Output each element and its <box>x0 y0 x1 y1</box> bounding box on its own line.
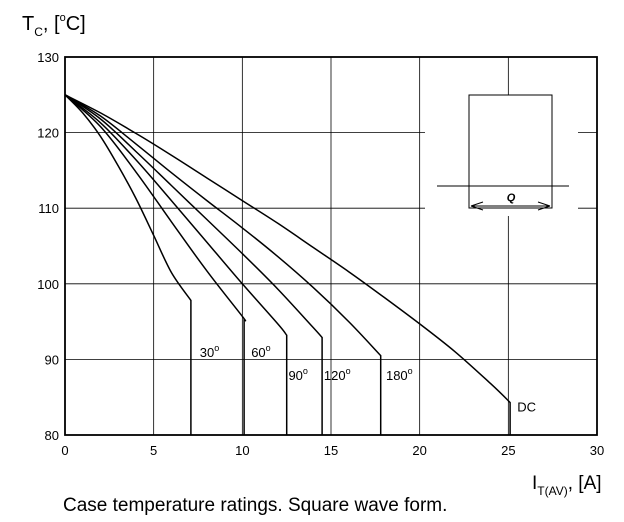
series-line-180 <box>64 94 382 435</box>
y-tick-label: 100 <box>37 277 59 292</box>
curve-label-dc: DC <box>517 400 536 415</box>
x-tick-label: 25 <box>501 443 515 458</box>
inset-pulse <box>468 94 553 209</box>
series-line-dc <box>64 94 511 435</box>
y-tick-label: 90 <box>45 352 59 367</box>
series-line-60 <box>64 94 247 435</box>
x-tick-label: 5 <box>150 443 157 458</box>
y-tick-label: 130 <box>37 50 59 65</box>
x-axis-label: IT(AV), [A] <box>532 473 602 498</box>
grid-lines <box>65 57 597 435</box>
y-tick-label: 80 <box>45 428 59 443</box>
x-tick-label: 0 <box>61 443 68 458</box>
tick-labels: 0 5 10 15 20 25 30 80 90 100 110 120 130 <box>37 50 604 458</box>
x-axis-label-base: I <box>532 473 537 494</box>
y-axis-label-sub: C <box>34 25 43 39</box>
chart-caption: Case temperature ratings. Square wave fo… <box>63 495 448 516</box>
series-line-90 <box>64 94 288 435</box>
x-tick-label: 10 <box>235 443 249 458</box>
series-line-120 <box>64 94 323 435</box>
series-line-30 <box>64 94 192 435</box>
x-tick-label: 30 <box>590 443 604 458</box>
inset-arrow-left-head <box>470 201 484 211</box>
y-axis-label-sup: o <box>60 12 66 24</box>
x-tick-label: 15 <box>324 443 338 458</box>
y-axis-label-base: T <box>22 13 34 35</box>
curve-labels: 30o 60o 90o 120o 180o DC <box>200 343 536 414</box>
y-tick-label: 110 <box>38 201 59 216</box>
x-axis-label-rest: , [A] <box>568 473 602 494</box>
y-axis-label-rest: , [ <box>43 13 60 35</box>
x-tick-label: 20 <box>412 443 426 458</box>
inset-diagram: Q <box>437 94 569 211</box>
inset-arrow-right-head <box>537 201 551 211</box>
plot-frame <box>64 56 598 436</box>
curve-label-120: 120o <box>324 366 351 383</box>
series-curves <box>64 94 511 435</box>
curve-label-30: 30o <box>200 343 219 360</box>
x-axis-label-sub: T(AV) <box>537 484 567 498</box>
inset-label: Q <box>507 192 516 204</box>
curve-label-90: 90o <box>288 366 307 383</box>
curve-label-180: 180o <box>386 366 413 383</box>
y-axis-label-end: C] <box>66 13 86 35</box>
curve-label-60: 60o <box>251 343 270 360</box>
y-axis-label: TC, [oC] <box>22 12 86 39</box>
y-tick-label: 120 <box>37 126 59 141</box>
